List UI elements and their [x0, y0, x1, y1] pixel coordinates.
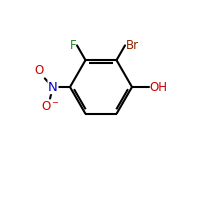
Text: O: O — [34, 64, 43, 77]
Text: N: N — [48, 81, 58, 94]
Text: OH: OH — [150, 81, 168, 94]
Text: Br: Br — [126, 39, 139, 52]
Text: O$^-$: O$^-$ — [41, 100, 60, 113]
Text: F: F — [70, 39, 76, 52]
